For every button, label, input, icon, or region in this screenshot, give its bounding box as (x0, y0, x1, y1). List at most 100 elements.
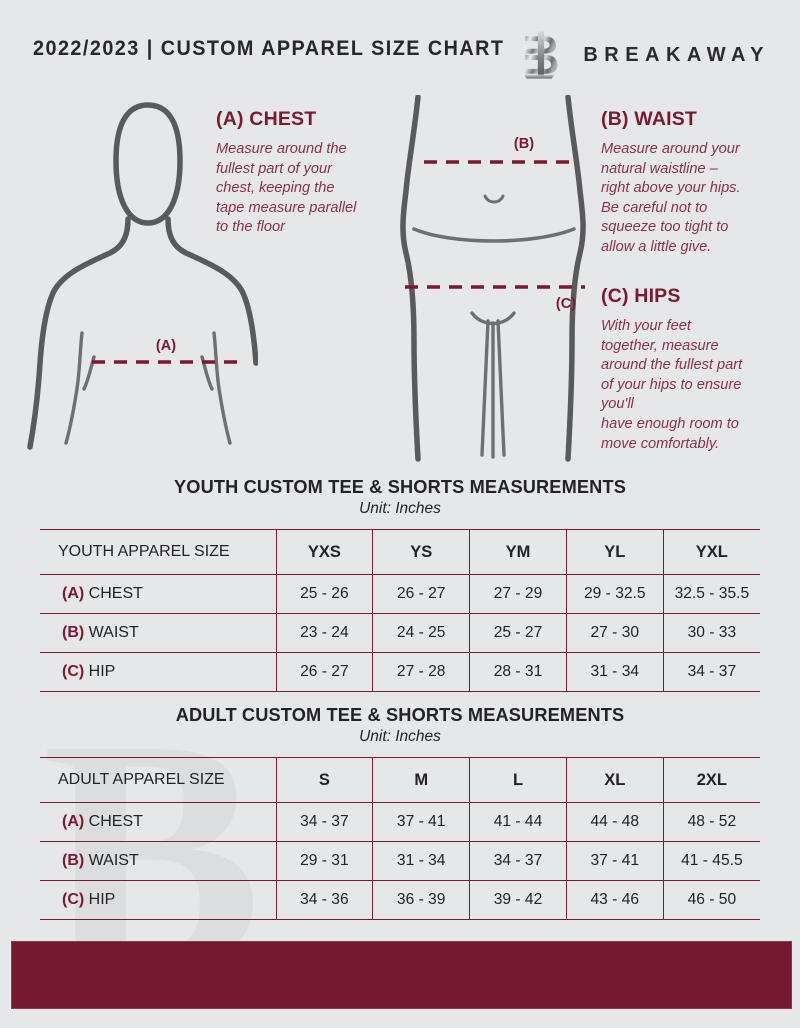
column-header-l: L (469, 757, 567, 803)
callout-chest: (A) CHEST Measure around the fullest par… (216, 108, 406, 238)
column-header-size: ADULT APPAREL SIZE (40, 757, 277, 803)
cell-hip-xl: 43 - 46 (566, 880, 664, 920)
column-header-ys: YS (372, 529, 471, 575)
cell-chest-yxs: 25 - 26 (276, 574, 374, 614)
youth-table-unit: Unit: Inches (359, 500, 441, 517)
cell-chest-ys: 26 - 27 (372, 574, 471, 614)
measurement-diagrams: (A) (B) ( (0, 95, 800, 470)
inner-leg-left (480, 319, 490, 457)
right-torso-crease (212, 331, 232, 445)
column-header-xl: XL (566, 757, 664, 803)
table-row: (A) CHEST 25 - 26 26 - 27 27 - 29 29 - 3… (40, 574, 760, 614)
row-name-waist: WAIST (84, 852, 139, 869)
adult-table-unit: Unit: Inches (359, 728, 441, 745)
row-name-waist: WAIST (84, 624, 139, 641)
adult-size-section: ADULT CUSTOM TEE & SHORTS MEASUREMENTS U… (40, 705, 760, 920)
right-shoulder-arm (165, 216, 258, 366)
table-row: (B) WAIST 23 - 24 24 - 25 25 - 27 27 - 3… (40, 613, 760, 653)
breakaway-b-logo-icon (524, 31, 558, 79)
column-header-yl: YL (566, 529, 664, 575)
cell-waist-l: 34 - 37 (469, 841, 567, 881)
row-tag-a: (A) (62, 813, 85, 830)
callout-chest-body: Measure around the fullest part of your … (216, 141, 357, 236)
row-tag-b: (B) (62, 624, 85, 641)
callout-hips: (C) HIPS With your feet together, measur… (601, 285, 776, 454)
column-header-2xl: 2XL (663, 757, 760, 803)
row-label-hip: (C) HIP (40, 652, 277, 692)
row-label-waist: (B) WAIST (40, 613, 277, 653)
callout-waist-heading: (B) WAIST (601, 108, 698, 130)
hips-waist-diagram: (B) (C) (400, 95, 586, 462)
youth-table-title: YOUTH CUSTOM TEE & SHORTS MEASUREMENTS (174, 477, 626, 497)
cell-waist-ym: 25 - 27 (469, 613, 567, 653)
cell-waist-yl: 27 - 30 (566, 613, 664, 653)
cell-hip-yl: 31 - 34 (566, 652, 664, 692)
cell-chest-ym: 27 - 29 (469, 574, 567, 614)
hip-line-label: (C) (556, 296, 576, 312)
row-label-waist: (B) WAIST (40, 841, 277, 881)
table-row: (B) WAIST 29 - 31 31 - 34 34 - 37 37 - 4… (40, 841, 760, 881)
cell-hip-s: 34 - 36 (276, 880, 374, 920)
inner-leg-right (496, 319, 506, 457)
adult-size-table: ADULT APPAREL SIZE S M L XL 2XL (A) CHES… (40, 757, 760, 920)
cell-hip-yxs: 26 - 27 (276, 652, 374, 692)
callout-hips-heading: (C) HIPS (601, 285, 681, 307)
cell-chest-m: 37 - 41 (372, 802, 471, 842)
right-body-outline (565, 95, 586, 462)
cell-waist-yxs: 23 - 24 (276, 613, 374, 653)
brand-lockup: BREAKAWAY (521, 30, 770, 80)
table-header-row: YOUTH APPAREL SIZE YXS YS YM YL YXL (40, 529, 760, 575)
row-tag-c: (C) (62, 891, 85, 908)
callout-hips-body: With your feet together, measure around … (601, 318, 743, 452)
torso-chest-diagram: (A) (27, 102, 258, 450)
cell-hip-m: 36 - 39 (372, 880, 471, 920)
row-name-chest: CHEST (84, 585, 143, 602)
row-label-chest: (A) CHEST (40, 802, 277, 842)
cell-waist-2xl: 41 - 45.5 (663, 841, 760, 881)
head-outline (113, 102, 183, 226)
youth-size-table: YOUTH APPAREL SIZE YXS YS YM YL YXL (A) … (40, 529, 760, 692)
page-header: 2022/2023 | CUSTOM APPAREL SIZE CHART (0, 30, 800, 80)
row-label-chest: (A) CHEST (40, 574, 277, 614)
cell-chest-yxl: 32.5 - 35.5 (663, 574, 760, 614)
cell-hip-l: 39 - 42 (469, 880, 567, 920)
cell-chest-s: 34 - 37 (276, 802, 374, 842)
cell-chest-xl: 44 - 48 (566, 802, 664, 842)
row-name-hip: HIP (84, 663, 116, 680)
cell-chest-yl: 29 - 32.5 (566, 574, 664, 614)
column-header-ym: YM (469, 529, 567, 575)
row-name-chest: CHEST (84, 813, 143, 830)
column-header-m: M (372, 757, 471, 803)
left-body-outline (400, 95, 421, 462)
callout-chest-heading: (A) CHEST (216, 108, 317, 130)
table-header-row: ADULT APPAREL SIZE S M L XL 2XL (40, 757, 760, 803)
youth-size-section: YOUTH CUSTOM TEE & SHORTS MEASUREMENTS U… (40, 477, 760, 692)
cell-hip-yxl: 34 - 37 (663, 652, 760, 692)
cell-waist-s: 29 - 31 (276, 841, 374, 881)
cell-chest-2xl: 48 - 52 (663, 802, 760, 842)
cell-waist-ys: 24 - 25 (372, 613, 471, 653)
table-row: (A) CHEST 34 - 37 37 - 41 41 - 44 44 - 4… (40, 802, 760, 842)
cell-hip-ym: 28 - 31 (469, 652, 567, 692)
cell-chest-l: 41 - 44 (469, 802, 567, 842)
column-header-s: S (276, 757, 374, 803)
callout-waist-body: Measure around your natural waistline – … (601, 141, 741, 255)
column-header-yxs: YXS (276, 529, 374, 575)
table-row: (C) HIP 26 - 27 27 - 28 28 - 31 31 - 34 … (40, 652, 760, 692)
navel (483, 194, 505, 204)
row-label-hip: (C) HIP (40, 880, 277, 920)
column-header-yxl: YXL (663, 529, 760, 575)
cell-waist-m: 31 - 34 (372, 841, 471, 881)
row-tag-c: (C) (62, 663, 85, 680)
callout-waist: (B) WAIST Measure around your natural wa… (601, 108, 776, 258)
cell-hip-ys: 27 - 28 (372, 652, 471, 692)
row-tag-a: (A) (62, 585, 85, 602)
page-title: 2022/2023 | CUSTOM APPAREL SIZE CHART (33, 36, 505, 60)
chest-line-label: (A) (156, 338, 176, 354)
hip-crease (412, 227, 576, 243)
adult-table-title: ADULT CUSTOM TEE & SHORTS MEASUREMENTS (175, 705, 625, 725)
column-header-size: YOUTH APPAREL SIZE (40, 529, 277, 575)
table-row: (C) HIP 34 - 36 36 - 39 39 - 42 43 - 46 … (40, 880, 760, 920)
left-shoulder-arm (27, 216, 131, 450)
